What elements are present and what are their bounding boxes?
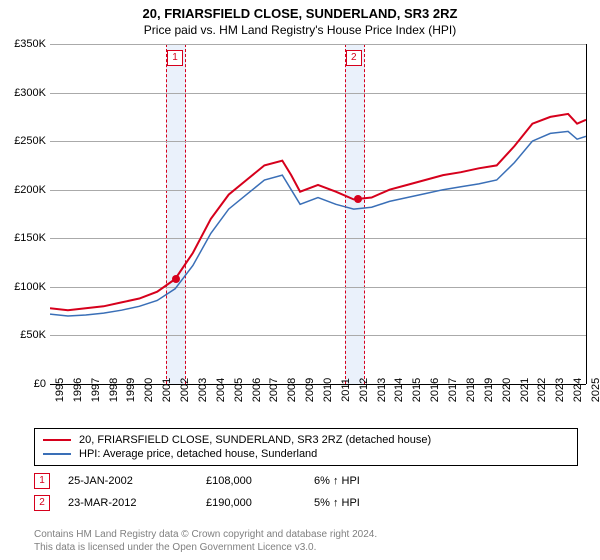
x-tick-label: 2010 bbox=[322, 378, 334, 402]
y-tick-label: £150K bbox=[0, 232, 46, 244]
series-line bbox=[50, 114, 586, 310]
x-tick-label: 2009 bbox=[304, 378, 316, 402]
transaction-number: 2 bbox=[34, 495, 50, 511]
x-tick-label: 1999 bbox=[125, 378, 137, 402]
x-tick-label: 2007 bbox=[268, 378, 280, 402]
line-series-svg bbox=[50, 44, 586, 384]
y-tick-label: £350K bbox=[0, 38, 46, 50]
y-tick-label: £0 bbox=[0, 378, 46, 390]
x-tick-label: 1997 bbox=[90, 378, 102, 402]
transaction-price: £108,000 bbox=[206, 475, 296, 487]
footer-attribution: Contains HM Land Registry data © Crown c… bbox=[34, 528, 377, 554]
x-tick-label: 2016 bbox=[429, 378, 441, 402]
x-tick-label: 2014 bbox=[393, 378, 405, 402]
legend-item: 20, FRIARSFIELD CLOSE, SUNDERLAND, SR3 2… bbox=[43, 433, 569, 447]
x-tick-label: 1995 bbox=[54, 378, 66, 402]
x-tick-label: 2023 bbox=[554, 378, 566, 402]
x-tick-label: 2003 bbox=[197, 378, 209, 402]
x-tick-label: 2022 bbox=[536, 378, 548, 402]
x-tick-label: 2013 bbox=[376, 378, 388, 402]
x-tick-label: 2001 bbox=[161, 378, 173, 402]
marker-box: 2 bbox=[346, 50, 362, 66]
y-tick-label: £50K bbox=[0, 329, 46, 341]
y-tick-label: £250K bbox=[0, 135, 46, 147]
y-tick-label: £100K bbox=[0, 281, 46, 293]
legend: 20, FRIARSFIELD CLOSE, SUNDERLAND, SR3 2… bbox=[34, 428, 578, 466]
transaction-date: 25-JAN-2002 bbox=[68, 475, 188, 487]
x-tick-label: 2024 bbox=[572, 378, 584, 402]
footer-line-1: Contains HM Land Registry data © Crown c… bbox=[34, 528, 377, 541]
y-tick-label: £200K bbox=[0, 184, 46, 196]
transaction-dot bbox=[172, 275, 180, 283]
x-tick-label: 2015 bbox=[411, 378, 423, 402]
transaction-price: £190,000 bbox=[206, 497, 296, 509]
transaction-row: 2 23-MAR-2012 £190,000 5% ↑ HPI bbox=[34, 492, 578, 514]
transaction-number: 1 bbox=[34, 473, 50, 489]
x-tick-label: 2019 bbox=[483, 378, 495, 402]
x-tick-label: 2020 bbox=[501, 378, 513, 402]
transaction-hpi: 6% ↑ HPI bbox=[314, 475, 404, 487]
transaction-dot bbox=[354, 195, 362, 203]
legend-swatch bbox=[43, 439, 71, 441]
x-tick-label: 2025 bbox=[590, 378, 600, 402]
x-tick-label: 2000 bbox=[143, 378, 155, 402]
transaction-table: 1 25-JAN-2002 £108,000 6% ↑ HPI 2 23-MAR-2012… bbox=[34, 470, 578, 514]
legend-swatch bbox=[43, 453, 71, 455]
x-tick-label: 2005 bbox=[233, 378, 245, 402]
transaction-hpi: 5% ↑ HPI bbox=[314, 497, 404, 509]
x-tick-label: 2006 bbox=[251, 378, 263, 402]
footer-line-2: This data is licensed under the Open Gov… bbox=[34, 541, 377, 554]
x-tick-label: 1996 bbox=[72, 378, 84, 402]
x-tick-label: 2008 bbox=[286, 378, 298, 402]
transaction-date: 23-MAR-2012 bbox=[68, 497, 188, 509]
transaction-row: 1 25-JAN-2002 £108,000 6% ↑ HPI bbox=[34, 470, 578, 492]
x-tick-label: 2011 bbox=[340, 378, 352, 402]
legend-item: HPI: Average price, detached house, Sund… bbox=[43, 447, 569, 461]
x-tick-label: 2021 bbox=[519, 378, 531, 402]
x-tick-label: 1998 bbox=[108, 378, 120, 402]
x-tick-label: 2018 bbox=[465, 378, 477, 402]
x-tick-label: 2004 bbox=[215, 378, 227, 402]
legend-label: HPI: Average price, detached house, Sund… bbox=[79, 448, 317, 460]
chart-title: 20, FRIARSFIELD CLOSE, SUNDERLAND, SR3 2… bbox=[0, 0, 600, 21]
legend-label: 20, FRIARSFIELD CLOSE, SUNDERLAND, SR3 2… bbox=[79, 434, 431, 446]
y-tick-label: £300K bbox=[0, 87, 46, 99]
chart-plot-area: 12 bbox=[50, 44, 587, 384]
series-line bbox=[50, 131, 586, 316]
x-tick-label: 2017 bbox=[447, 378, 459, 402]
chart-container: 20, FRIARSFIELD CLOSE, SUNDERLAND, SR3 2… bbox=[0, 0, 600, 560]
marker-box: 1 bbox=[167, 50, 183, 66]
x-tick-label: 2012 bbox=[358, 378, 370, 402]
chart-subtitle: Price paid vs. HM Land Registry's House … bbox=[0, 21, 600, 41]
x-tick-label: 2002 bbox=[179, 378, 191, 402]
